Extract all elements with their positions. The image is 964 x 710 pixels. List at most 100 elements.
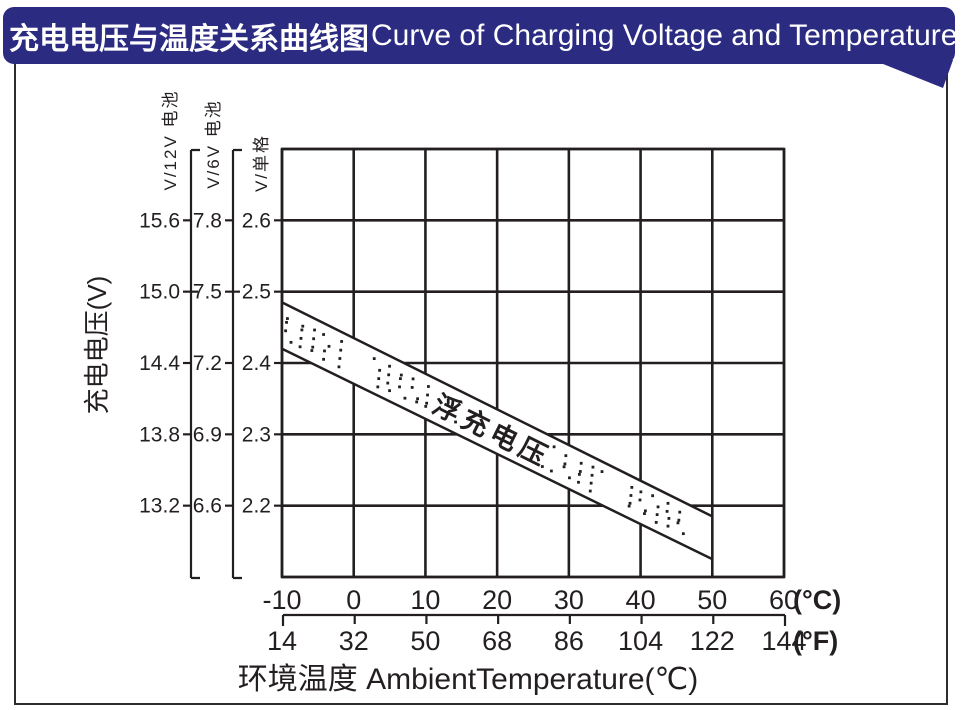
x-tick-label-fahrenheit: 14 (267, 626, 297, 656)
band-dot (426, 393, 429, 397)
band-dot (654, 520, 658, 524)
band-dot (399, 377, 402, 381)
y-tick-label: 13.8 (139, 423, 180, 446)
band-dot (424, 404, 428, 408)
y-tick-label: 13.2 (139, 495, 180, 518)
band-dot (563, 462, 567, 466)
band-dot (677, 518, 681, 522)
band-dot (676, 521, 680, 525)
x-tick-label-fahrenheit: 50 (410, 626, 440, 656)
x-tick-label-celsius: 50 (697, 585, 727, 615)
band-dot (376, 385, 380, 389)
band-dot (666, 501, 670, 505)
x-axis-unit-fahrenheit: (°F) (793, 626, 838, 656)
band-dot (589, 481, 593, 485)
band-dot (562, 465, 566, 469)
x-tick-label-fahrenheit: 104 (618, 626, 663, 656)
band-dot (600, 470, 604, 473)
band-dot (568, 476, 571, 480)
band-dot (300, 328, 304, 332)
band-dot (577, 480, 580, 484)
band-dot (638, 498, 642, 502)
y-tick-label: 2.3 (242, 423, 271, 446)
band-dot (678, 510, 682, 514)
band-dot (627, 504, 631, 508)
band-dot (339, 348, 343, 352)
y-tick-label: 14.4 (139, 352, 180, 375)
band-dot (578, 470, 582, 473)
x-tick-label-celsius: 30 (554, 585, 584, 615)
band-dot (322, 333, 325, 336)
band-dot (588, 489, 592, 493)
band-dot (337, 365, 341, 369)
band-dot (629, 494, 633, 497)
x-tick-label-fahrenheit: 122 (690, 626, 735, 656)
band-dot (411, 377, 415, 381)
y-scale-title-6v: V/6V 电池 (204, 99, 223, 189)
band-dot (338, 357, 342, 360)
band-dot (284, 329, 288, 333)
speech-tail-icon (873, 60, 953, 88)
x-axis-unit-celsius: (°C) (793, 585, 841, 615)
y-tick-label: 2.4 (242, 352, 272, 375)
band-dot (322, 357, 325, 361)
band-dot (313, 328, 316, 332)
y-tick-label: 2.5 (242, 281, 271, 304)
band-dot (665, 509, 669, 513)
y-tick-label: 15.0 (139, 281, 180, 304)
y-tick-label: 2.6 (242, 209, 271, 232)
band-dot (398, 385, 401, 389)
y-scale-title-12v: V/12V 电池 (161, 89, 180, 190)
band-dot (416, 397, 419, 401)
x-tick-label-celsius: 60 (769, 585, 799, 615)
x-axis-title: 环境温度 AmbientTemperature(℃) (238, 663, 698, 696)
band-dot (591, 465, 595, 469)
band-dot (579, 461, 583, 465)
y-tick-label: 15.6 (139, 209, 180, 232)
band-dot (410, 386, 414, 389)
x-tick-label-celsius: 10 (410, 585, 440, 615)
band-dot (549, 469, 553, 473)
band-dot (630, 485, 634, 489)
band-dot (540, 465, 544, 468)
band-dot (667, 517, 671, 520)
band-dot (564, 454, 568, 458)
band-dot (289, 340, 293, 344)
band-dot (399, 373, 403, 377)
y-tick-label: 7.5 (193, 281, 222, 304)
band-dot (323, 349, 326, 353)
banner-title-en: Curve of Charging Voltage and Temperatur… (371, 18, 958, 52)
band-dot (415, 400, 419, 404)
band-dot (643, 509, 647, 513)
y-axis-title: 充电电压(V) (82, 276, 112, 415)
x-tick-label-celsius: 40 (626, 585, 656, 615)
x-tick-label-celsius: -10 (262, 585, 301, 615)
chart-frame (14, 30, 948, 705)
y-tick-label: 7.8 (193, 209, 222, 232)
band-dot (372, 357, 376, 361)
band-dot (628, 501, 632, 505)
band-dot (655, 513, 659, 517)
band-dot (301, 324, 305, 328)
x-tick-label-fahrenheit: 144 (761, 626, 806, 656)
band-dot (403, 396, 407, 400)
x-tick-label-fahrenheit: 32 (339, 626, 369, 656)
band-dot (388, 389, 391, 393)
y-scale-bracket (231, 148, 242, 580)
band-dot (312, 337, 316, 341)
band-dot (386, 381, 390, 385)
x-tick-label-celsius: 20 (482, 585, 512, 615)
band-dot (285, 320, 288, 324)
x-tick-label-fahrenheit: 86 (554, 626, 584, 656)
band-dot (427, 385, 430, 388)
band-dot (651, 494, 655, 498)
band-dot (425, 401, 429, 405)
band-dot (639, 490, 643, 494)
band-dot (681, 532, 685, 536)
band-dot (590, 473, 594, 477)
band-dot (643, 512, 646, 516)
title-banner: 充电电压与温度关系曲线图 Curve of Charging Voltage a… (3, 7, 958, 64)
band-dot (656, 505, 660, 509)
